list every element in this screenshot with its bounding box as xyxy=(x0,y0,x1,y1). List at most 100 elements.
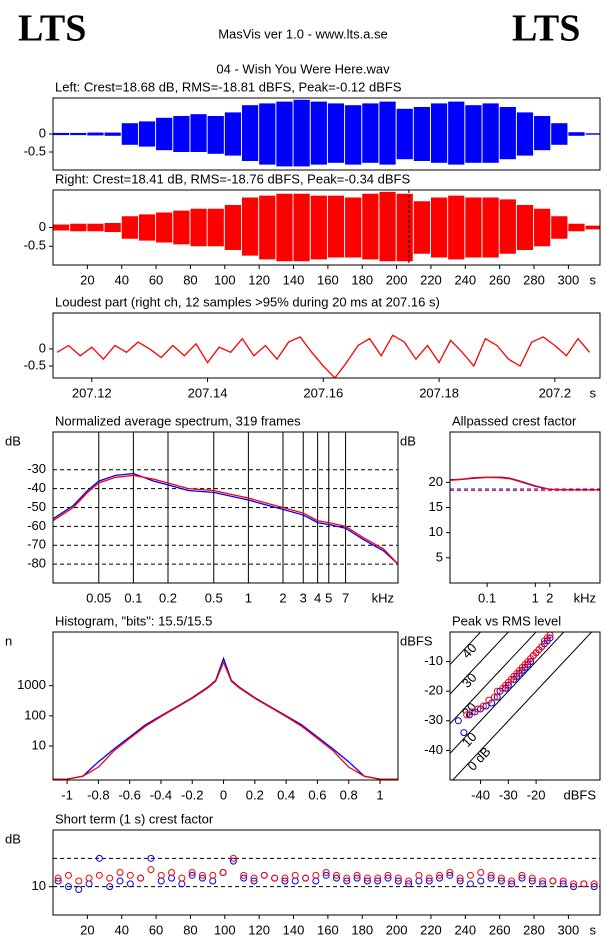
file-name: 04 - Wish You Were Here.wav xyxy=(216,61,390,76)
plot-area xyxy=(53,854,600,893)
panel-title: Peak vs RMS level xyxy=(452,613,561,628)
x-tick-label: 140 xyxy=(283,922,305,937)
x-tick-label: 240 xyxy=(454,922,476,937)
data-point xyxy=(312,877,320,885)
x-tick-label: 1 xyxy=(245,590,252,605)
data-point xyxy=(332,871,340,879)
data-point xyxy=(487,871,495,879)
waveform-envelope xyxy=(276,101,293,167)
data-point xyxy=(322,871,330,879)
data-point xyxy=(147,866,155,874)
x-tick-label: 0.2 xyxy=(159,590,177,605)
y-tick-label: -20 xyxy=(424,683,443,698)
data-point xyxy=(384,871,392,879)
data-point xyxy=(250,877,258,885)
data-point xyxy=(260,871,268,879)
waveform-envelope xyxy=(310,195,327,260)
x-tick-label: 0.1 xyxy=(124,590,142,605)
data-point xyxy=(384,874,392,882)
x-tick-label: 260 xyxy=(489,922,511,937)
x-tick-label: 120 xyxy=(248,922,270,937)
crest-diagonal xyxy=(450,632,537,725)
y-tick-label: -40 xyxy=(27,480,46,495)
waveform-envelope xyxy=(465,197,482,258)
plot-area xyxy=(56,334,591,378)
data-point xyxy=(518,871,526,879)
data-point xyxy=(312,871,320,879)
waveform-envelope xyxy=(482,103,499,163)
plot-area xyxy=(53,432,398,583)
data-point xyxy=(493,687,501,695)
data-point xyxy=(539,880,547,888)
y-tick-label: -0.5 xyxy=(24,143,46,158)
data-point xyxy=(485,696,493,704)
data-point xyxy=(75,877,83,885)
waveform-envelope xyxy=(53,132,70,136)
plot-area xyxy=(53,99,600,167)
data-point xyxy=(188,869,196,876)
data-line xyxy=(53,472,398,565)
waveform-envelope xyxy=(104,223,121,232)
x-axis-label: s xyxy=(590,922,597,937)
diagonal-label: 10 xyxy=(459,729,480,750)
x-tick-label: 0.8 xyxy=(340,787,358,802)
data-point xyxy=(75,886,83,893)
data-point xyxy=(394,877,402,885)
panel: Histogram, "bits": 15.5/15.5n101001000-1… xyxy=(5,613,399,802)
data-point xyxy=(456,874,464,882)
data-point xyxy=(463,711,471,719)
waveform-envelope xyxy=(259,103,276,165)
waveform-envelope xyxy=(241,105,259,161)
data-point xyxy=(363,877,371,885)
data-point xyxy=(137,874,145,882)
waveform-envelope xyxy=(568,132,585,136)
data-point xyxy=(436,871,444,879)
data-point xyxy=(322,869,330,876)
data-point xyxy=(528,877,536,885)
data-point xyxy=(415,877,423,885)
x-tick-label: 180 xyxy=(351,272,373,287)
data-point xyxy=(157,871,165,879)
waveform-envelope xyxy=(568,223,585,232)
x-tick-label: 140 xyxy=(283,272,305,287)
x-tick-label: 220 xyxy=(420,272,442,287)
panel-title: Left: Crest=18.68 dB, RMS=-18.81 dBFS, P… xyxy=(55,79,402,94)
waveform-envelope xyxy=(585,133,600,135)
data-point xyxy=(549,877,557,885)
waveform-envelope xyxy=(465,105,482,163)
waveform-envelope xyxy=(379,191,396,262)
data-point xyxy=(302,874,310,882)
x-tick-label: 100 xyxy=(214,272,236,287)
data-point xyxy=(580,880,588,888)
panel-title: Allpassed crest factor xyxy=(452,413,577,428)
plot-frame xyxy=(449,631,601,781)
crest-diagonal xyxy=(450,632,510,695)
data-point xyxy=(546,634,554,642)
data-point xyxy=(188,871,196,879)
waveform-envelope xyxy=(293,193,310,262)
data-point xyxy=(528,874,536,882)
panel: Normalized average spectrum, 319 frames d… xyxy=(5,413,399,605)
data-line xyxy=(53,656,398,780)
x-tick-label: 280 xyxy=(523,922,545,937)
x-tick-label: 1 xyxy=(532,590,539,605)
x-tick-label: 0.2 xyxy=(246,787,264,802)
data-point xyxy=(126,880,134,888)
x-tick-label: -20 xyxy=(527,787,546,802)
data-point xyxy=(209,877,217,885)
panel: Allpassed crest factor dB kHz 20 15 10 5 0.1 1 2 xyxy=(400,413,601,605)
waveform-envelope xyxy=(551,216,568,239)
waveform-envelope xyxy=(87,132,104,136)
waveform-envelope xyxy=(156,117,173,151)
x-tick-label: 2 xyxy=(279,590,286,605)
x-tick-label: 80 xyxy=(183,922,197,937)
data-point xyxy=(527,658,535,666)
data-point xyxy=(446,869,454,876)
data-point xyxy=(504,681,512,689)
data-point xyxy=(271,874,279,882)
crest-diagonal xyxy=(450,632,482,665)
data-point xyxy=(240,871,248,879)
waveform-envelope xyxy=(224,112,242,156)
x-tick-label: 3 xyxy=(300,590,307,605)
